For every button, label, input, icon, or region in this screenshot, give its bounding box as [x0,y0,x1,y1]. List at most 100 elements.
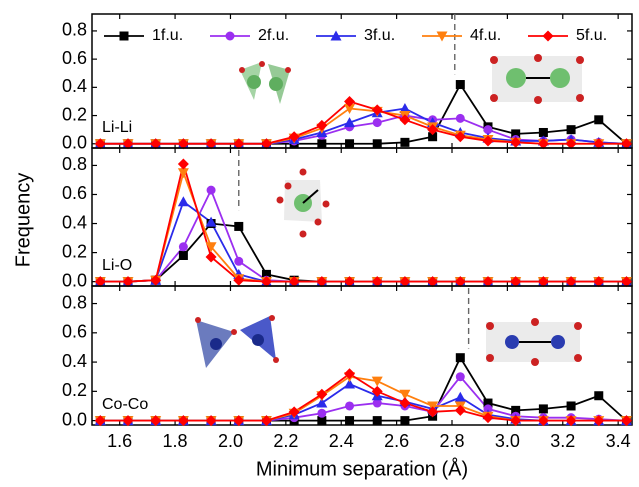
marker [317,416,327,426]
marker [205,138,217,150]
marker [428,132,438,142]
legend-label: 5f.u. [576,27,607,44]
marker [372,118,382,128]
marker [482,276,494,288]
marker [455,353,465,363]
marker [206,185,216,195]
marker [288,406,300,418]
marker [371,376,383,387]
marker [566,125,576,135]
marker [233,138,245,150]
marker [565,276,577,288]
x-tick-label: 3.4 [606,431,631,451]
x-tick-label: 3.2 [550,431,575,451]
y-axis-label: Frequency [12,173,34,268]
panel-frame [91,285,633,426]
marker [233,274,245,286]
marker [482,135,494,147]
legend-label: 4f.u. [470,27,501,44]
x-tick-label: 2.8 [439,431,464,451]
marker [94,276,106,288]
marker [400,416,410,426]
marker [427,406,439,418]
marker [566,401,576,411]
marker [177,196,189,207]
marker [344,117,356,128]
marker [317,408,327,418]
marker [177,158,189,170]
marker [344,95,356,107]
marker [399,276,411,288]
marker [594,115,604,125]
marker [538,404,548,414]
marker [205,216,217,227]
marker [260,276,272,288]
icon-li-li-tetra [239,61,291,104]
legend-label: 1f.u. [152,27,183,44]
marker [330,30,342,41]
marker [316,119,328,131]
y-tick-label: 0.0 [62,270,87,290]
y-tick-label: 0.8 [62,20,87,40]
marker [593,276,605,288]
x-tick-label: 1.8 [163,431,188,451]
marker [317,139,327,149]
x-axis-label: Minimum separation (Å) [256,457,468,480]
x-tick-label: 2.4 [329,431,354,451]
marker [177,415,189,427]
marker [177,168,189,179]
marker [316,397,328,408]
panel-label: Li-Li [102,119,132,136]
y-tick-label: 0.8 [62,292,87,312]
marker [593,415,605,427]
marker [620,276,632,288]
y-tick-label: 0.0 [62,133,87,153]
marker [178,242,188,252]
marker [150,274,162,286]
marker [537,276,549,288]
y-tick-label: 0.6 [62,183,87,203]
marker [455,113,465,123]
y-tick-label: 0.2 [62,380,87,400]
marker [510,276,522,288]
marker [371,104,383,116]
series-line [100,169,627,283]
x-tick-label: 1.6 [107,431,132,451]
marker [620,415,632,427]
marker [538,127,548,137]
y-tick-label: 0.4 [62,212,87,232]
marker [399,397,411,409]
marker [620,138,632,150]
marker [205,415,217,427]
x-tick-label: 2.2 [273,431,298,451]
series-line [100,100,627,145]
series-line [100,372,627,422]
marker [593,138,605,150]
marker [483,404,493,414]
marker [150,138,162,150]
marker [288,276,300,288]
marker [455,80,465,90]
y-tick-label: 0.2 [62,104,87,124]
marker [94,415,106,427]
marker [122,138,134,150]
marker [371,276,383,288]
marker [510,415,522,427]
marker [482,412,494,424]
marker [436,31,448,42]
marker [483,398,493,408]
marker [399,103,411,114]
marker [372,416,382,426]
marker [399,114,411,126]
series-line [100,383,627,422]
marker [344,104,356,115]
marker [537,138,549,150]
icon-li-o [276,168,330,238]
marker [454,276,466,288]
y-tick-label: 0.4 [62,351,87,371]
marker [400,137,410,147]
y-tick-label: 0.0 [62,409,87,429]
marker [177,138,189,150]
x-tick-label: 3.0 [495,431,520,451]
